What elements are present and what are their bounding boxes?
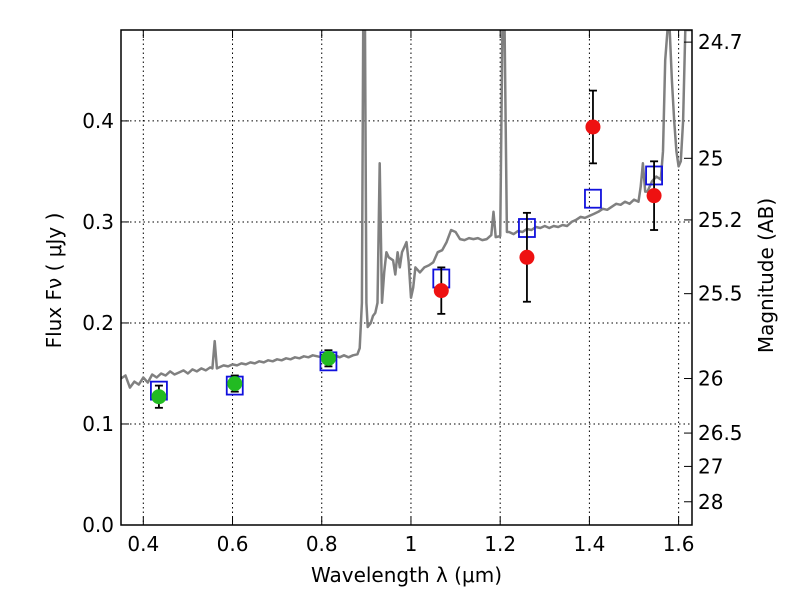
- y-tick-label: 0.2: [82, 311, 114, 335]
- red-data-point: [433, 283, 449, 299]
- green-data-point: [151, 389, 167, 405]
- green-data-point: [227, 376, 243, 392]
- plot-frame: [120, 29, 693, 526]
- y-axis-label: Flux Fν ( μJy ): [42, 213, 66, 349]
- right-tick-label: 26: [698, 367, 723, 391]
- y-tick-label: 0.1: [82, 412, 114, 436]
- x-tick-label: 1.2: [484, 532, 516, 556]
- y-tick-label: 0.0: [82, 513, 114, 537]
- right-tick-label: 27: [698, 454, 723, 478]
- model-box: [584, 188, 602, 209]
- x-tick-label: 1: [405, 532, 418, 556]
- right-tick-label: 28: [698, 490, 723, 514]
- right-tick-label: 25.5: [698, 282, 743, 306]
- grid-lines: [121, 30, 692, 526]
- red-data-point: [646, 188, 662, 204]
- x-tick-label: 0.6: [217, 532, 249, 556]
- red-data-point: [585, 119, 601, 135]
- right-tick-label: 25.2: [698, 208, 743, 232]
- red-data-point: [519, 249, 535, 265]
- right-axis-label: Magnitude (AB): [754, 198, 778, 353]
- x-tick-label: 1.4: [573, 532, 605, 556]
- right-tick-label: 24.7: [698, 30, 743, 54]
- y-tick-label: 0.4: [82, 109, 114, 133]
- spectrum-layer: [121, 30, 692, 389]
- x-axis-label: Wavelength λ (μm): [311, 563, 502, 587]
- ticks-layer: 0.4 0.6 0.8 1 1.2 1.4 1.6 0.0 0.1 0.2 0.3 0.4 24.7 25…: [82, 30, 743, 556]
- right-tick-label: 25: [698, 146, 723, 170]
- x-tick-label: 1.6: [663, 532, 695, 556]
- y-tick-label: 0.3: [82, 210, 114, 234]
- x-tick-label: 0.4: [127, 532, 159, 556]
- green-data-point: [320, 350, 336, 366]
- x-tick-label: 0.8: [306, 532, 338, 556]
- data-points-layer: [150, 89, 663, 409]
- spectrum-line: [121, 30, 692, 389]
- right-tick-label: 26.5: [698, 421, 743, 445]
